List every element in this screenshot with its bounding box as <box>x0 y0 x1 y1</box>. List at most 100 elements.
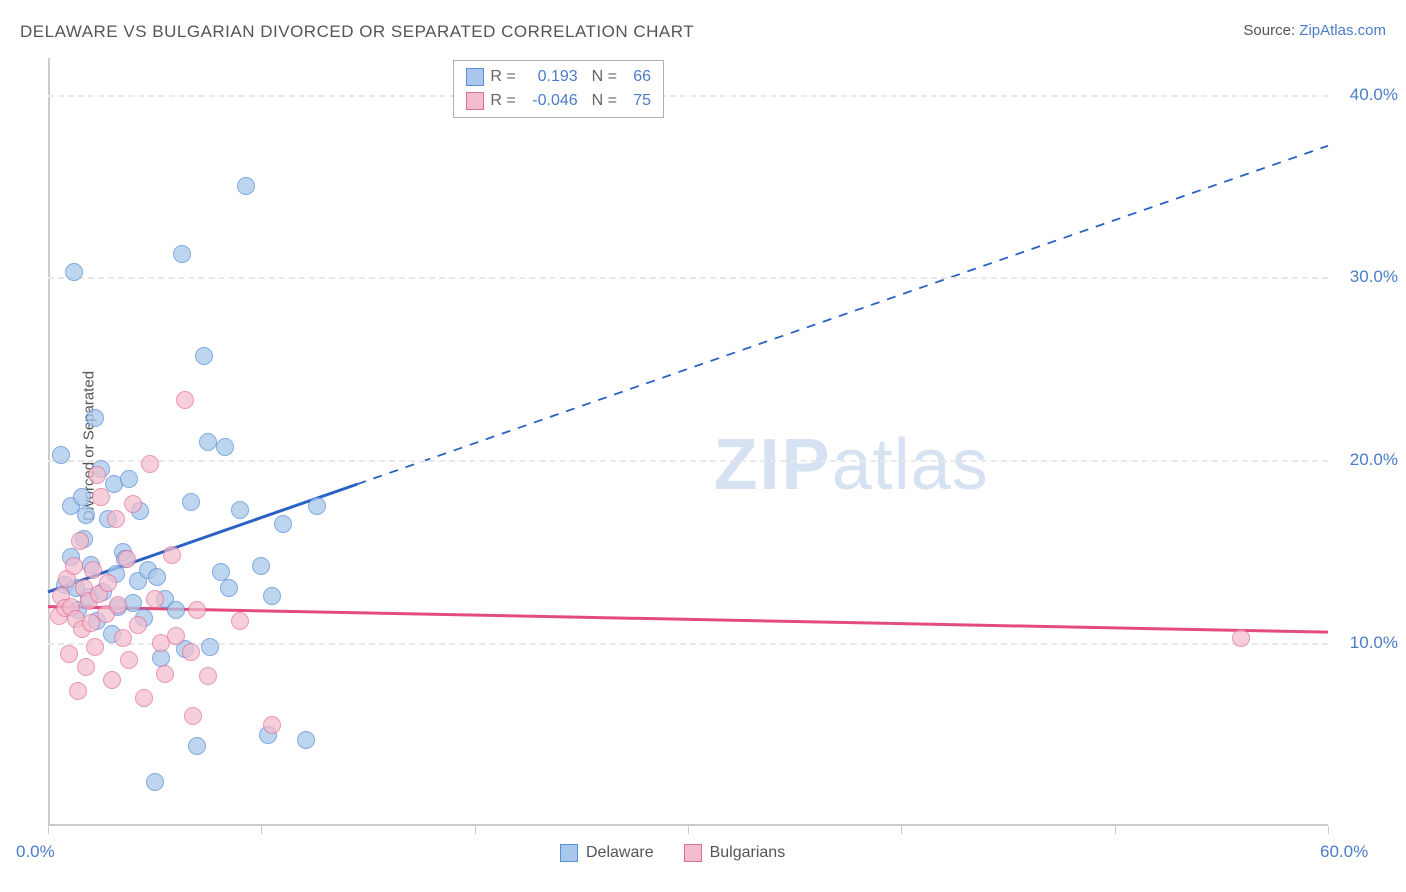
scatter-point <box>274 515 292 533</box>
grid-line <box>48 460 1328 462</box>
scatter-point <box>109 596 127 614</box>
x-tick <box>688 826 689 834</box>
x-max-label: 60.0% <box>1320 842 1368 862</box>
scatter-point <box>216 438 234 456</box>
scatter-point <box>212 563 230 581</box>
scatter-point <box>252 557 270 575</box>
scatter-point <box>182 643 200 661</box>
scatter-point <box>141 455 159 473</box>
scatter-point <box>188 601 206 619</box>
scatter-point <box>99 574 117 592</box>
scatter-point <box>148 568 166 586</box>
n-value: 75 <box>623 89 651 113</box>
swatch-icon <box>560 844 578 862</box>
legend-item: Delaware <box>560 844 654 862</box>
scatter-point <box>124 495 142 513</box>
source-text: Source: <box>1243 22 1299 39</box>
r-label: R = <box>490 65 515 89</box>
scatter-point <box>146 773 164 791</box>
bottom-legend: Delaware Bulgarians <box>560 844 785 862</box>
scatter-point <box>163 546 181 564</box>
scatter-point <box>263 716 281 734</box>
r-value: -0.046 <box>522 89 578 113</box>
scatter-point <box>120 651 138 669</box>
scatter-point <box>77 658 95 676</box>
legend-label: Delaware <box>586 844 654 862</box>
scatter-point <box>167 627 185 645</box>
stats-row: R = -0.046 N =75 <box>466 89 651 113</box>
x-tick <box>901 826 902 834</box>
scatter-point <box>107 510 125 528</box>
scatter-point <box>65 263 83 281</box>
scatter-point <box>308 497 326 515</box>
scatter-point <box>52 446 70 464</box>
chart-title: DELAWARE VS BULGARIAN DIVORCED OR SEPARA… <box>20 22 694 42</box>
n-label: N = <box>592 89 617 113</box>
stats-row: R = 0.193 N =66 <box>466 65 651 89</box>
plot-area: ZIPatlas 10.0%20.0%30.0%40.0% <box>48 58 1328 826</box>
scatter-point <box>167 601 185 619</box>
scatter-point <box>129 616 147 634</box>
scatter-point <box>146 590 164 608</box>
regression-lines <box>48 58 1328 826</box>
scatter-point <box>184 707 202 725</box>
scatter-point <box>195 347 213 365</box>
scatter-point <box>65 557 83 575</box>
x-tick <box>261 826 262 834</box>
legend-item: Bulgarians <box>684 844 786 862</box>
scatter-point <box>88 466 106 484</box>
scatter-point <box>201 638 219 656</box>
scatter-point <box>173 245 191 263</box>
chart-container: DELAWARE VS BULGARIAN DIVORCED OR SEPARA… <box>0 0 1406 892</box>
scatter-point <box>297 731 315 749</box>
stats-legend-box: R = 0.193 N =66 R = -0.046 N =75 <box>453 60 664 118</box>
scatter-point <box>103 671 121 689</box>
x-tick <box>48 826 49 834</box>
x-tick <box>1115 826 1116 834</box>
x-min-label: 0.0% <box>16 842 55 862</box>
scatter-point <box>188 737 206 755</box>
scatter-point <box>114 629 132 647</box>
scatter-point <box>199 433 217 451</box>
scatter-point <box>84 561 102 579</box>
scatter-point <box>231 501 249 519</box>
scatter-point <box>1232 629 1250 647</box>
y-tick-label: 20.0% <box>1338 450 1398 470</box>
x-tick <box>475 826 476 834</box>
legend-label: Bulgarians <box>710 844 786 862</box>
grid-line <box>48 277 1328 279</box>
grid-line <box>48 95 1328 97</box>
r-value: 0.193 <box>522 65 578 89</box>
scatter-point <box>69 682 87 700</box>
scatter-point <box>86 409 104 427</box>
y-tick-label: 10.0% <box>1338 633 1398 653</box>
scatter-point <box>92 488 110 506</box>
scatter-point <box>77 506 95 524</box>
r-label: R = <box>490 89 515 113</box>
regression-line-dashed <box>357 146 1328 484</box>
scatter-point <box>71 532 89 550</box>
x-tick <box>1328 826 1329 834</box>
grid-line <box>48 643 1328 645</box>
swatch-icon <box>466 68 484 86</box>
scatter-point <box>60 645 78 663</box>
scatter-point <box>118 550 136 568</box>
scatter-point <box>120 470 138 488</box>
y-tick-label: 40.0% <box>1338 85 1398 105</box>
source-link[interactable]: ZipAtlas.com <box>1299 22 1386 39</box>
source-label: Source: ZipAtlas.com <box>1243 22 1386 39</box>
n-label: N = <box>592 65 617 89</box>
scatter-point <box>237 177 255 195</box>
scatter-point <box>199 667 217 685</box>
scatter-point <box>220 579 238 597</box>
n-value: 66 <box>623 65 651 89</box>
swatch-icon <box>466 92 484 110</box>
scatter-point <box>73 488 91 506</box>
scatter-point <box>135 689 153 707</box>
y-tick-label: 30.0% <box>1338 267 1398 287</box>
swatch-icon <box>684 844 702 862</box>
scatter-point <box>86 638 104 656</box>
scatter-point <box>231 612 249 630</box>
scatter-point <box>176 391 194 409</box>
scatter-point <box>156 665 174 683</box>
